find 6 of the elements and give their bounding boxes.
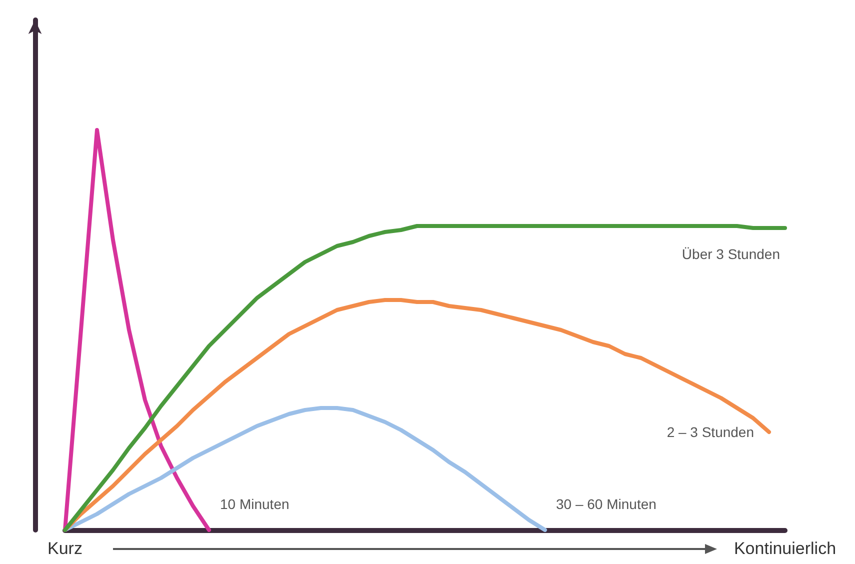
series-label: 30 – 60 Minuten [556, 496, 656, 512]
x-tick-label: Kurz [48, 539, 82, 558]
series-label: Über 3 Stunden [682, 246, 780, 262]
series-label: 10 Minuten [220, 496, 290, 512]
x-tick-label: Kontinuierlich [734, 539, 836, 558]
series-label: 2 – 3 Stunden [666, 424, 754, 440]
